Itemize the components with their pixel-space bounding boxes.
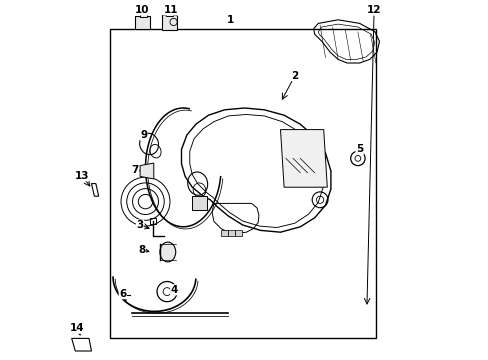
FancyBboxPatch shape — [135, 16, 150, 29]
Text: 6: 6 — [119, 289, 126, 299]
Bar — [109, 29, 375, 338]
Bar — [140, 13, 147, 17]
Bar — [192, 196, 206, 210]
Text: 5: 5 — [355, 144, 363, 154]
Bar — [235, 230, 242, 236]
Text: 13: 13 — [74, 171, 89, 181]
Bar — [166, 11, 172, 16]
Text: 7: 7 — [131, 165, 138, 175]
Text: 14: 14 — [70, 323, 84, 333]
Bar — [228, 230, 234, 236]
Text: 9: 9 — [140, 130, 147, 140]
Text: 3: 3 — [136, 220, 143, 230]
Ellipse shape — [160, 242, 175, 262]
Text: 10: 10 — [134, 5, 149, 15]
Text: 11: 11 — [163, 5, 178, 15]
Polygon shape — [140, 163, 153, 179]
FancyBboxPatch shape — [162, 15, 177, 30]
Text: 8: 8 — [138, 245, 145, 255]
Polygon shape — [280, 130, 326, 187]
Bar — [149, 218, 156, 224]
Text: 1: 1 — [226, 15, 233, 25]
Text: 4: 4 — [170, 285, 178, 295]
Text: 2: 2 — [291, 71, 298, 81]
Text: 12: 12 — [366, 5, 381, 15]
Bar — [221, 230, 227, 236]
